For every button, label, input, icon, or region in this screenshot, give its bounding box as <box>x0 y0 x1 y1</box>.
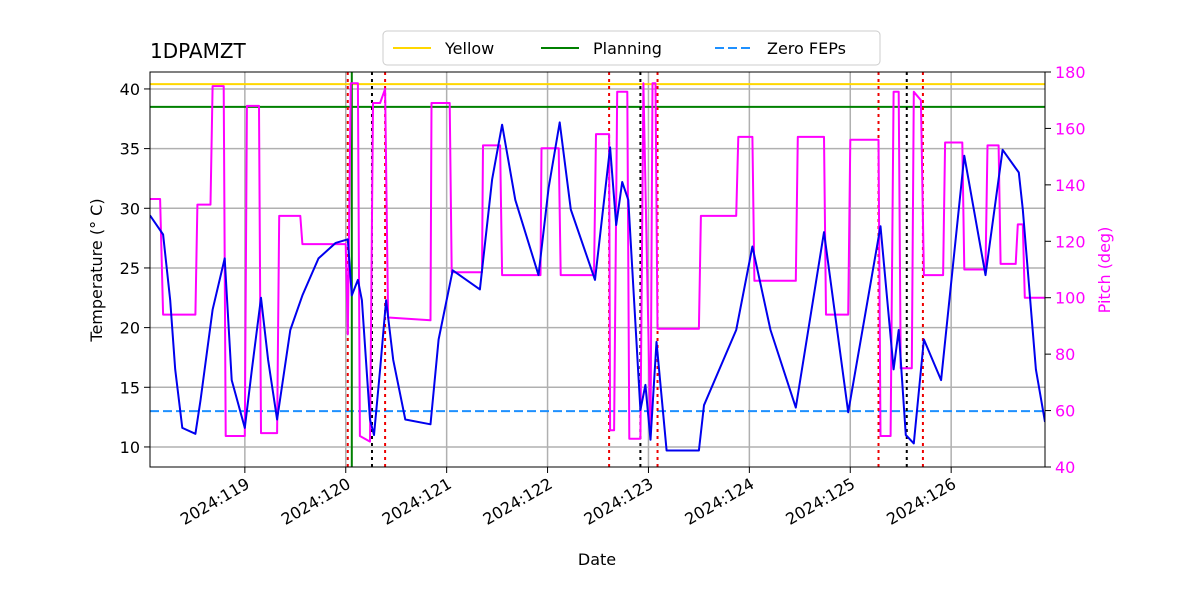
y2-tick-label: 180 <box>1055 63 1086 82</box>
y2-tick-label: 140 <box>1055 176 1086 195</box>
chart-title: 1DPAMZT <box>150 39 247 63</box>
legend-label: Planning <box>593 39 662 58</box>
y2-tick-label: 100 <box>1055 289 1086 308</box>
y-tick-label: 25 <box>120 259 140 278</box>
y-tick-label: 40 <box>120 80 140 99</box>
legend-label: Yellow <box>444 39 494 58</box>
legend-label: Zero FEPs <box>767 39 846 58</box>
legend: Yellow Planning Zero FEPs <box>382 30 881 66</box>
plot-area <box>150 72 1045 467</box>
y2-tick-label: 60 <box>1055 402 1075 421</box>
y-tick-label: 35 <box>120 140 140 159</box>
y2-tick-label: 40 <box>1055 458 1075 477</box>
y2-tick-label: 120 <box>1055 232 1086 251</box>
y2-axis-label: Pitch (deg) <box>1095 227 1114 314</box>
legend-box <box>382 30 881 66</box>
y-tick-label: 10 <box>120 438 140 457</box>
y-tick-label: 20 <box>120 319 140 338</box>
x-axis-label: Date <box>578 550 616 569</box>
y2-tick-label: 160 <box>1055 119 1086 138</box>
y-tick-label: 15 <box>120 378 140 397</box>
y-axis-label: Temperature (° C) <box>87 198 106 342</box>
plot-frame <box>149 71 1046 468</box>
y2-tick-label: 80 <box>1055 345 1075 364</box>
series-line <box>150 82 1045 443</box>
y-tick-label: 30 <box>120 199 140 218</box>
series-line <box>150 121 1045 452</box>
